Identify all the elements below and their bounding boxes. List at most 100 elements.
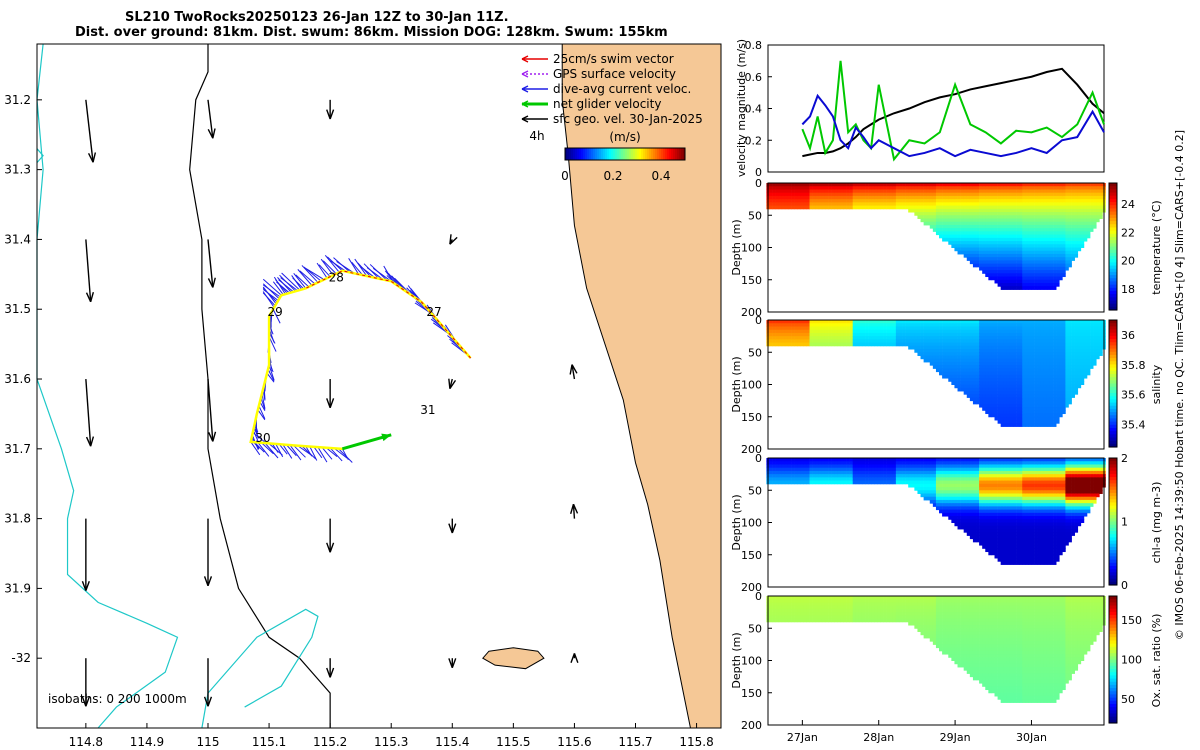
day-label: 29 xyxy=(268,305,283,319)
colorbar-tick: 0 xyxy=(561,169,569,183)
velocity-series-black xyxy=(802,67,1105,158)
colorbar-tick-label: 35.6 xyxy=(1121,389,1146,402)
vel-tick-label: 0.2 xyxy=(745,134,763,147)
y-tick-label: 31.5 xyxy=(4,302,31,316)
colorbar-label: temperature (°C) xyxy=(1150,200,1163,294)
depth-tick-label: 50 xyxy=(748,484,762,497)
colorbar-tick-label: 18 xyxy=(1121,283,1135,296)
y-tick-label: 31.2 xyxy=(4,93,31,107)
depth-tick-label: 200 xyxy=(741,306,762,319)
colorbar-tick: 0.2 xyxy=(603,169,622,183)
colorbar-tick: 0.4 xyxy=(651,169,670,183)
colorbar-tick-label: 2 xyxy=(1121,452,1128,465)
depth-tick-label: 0 xyxy=(755,177,762,190)
depth-ylabel: Depth (m) xyxy=(730,219,743,275)
depth-ylabel: Depth (m) xyxy=(730,494,743,550)
x-tick-label: 115.3 xyxy=(374,735,408,749)
y-tick-label: 31.6 xyxy=(4,372,31,386)
vel-tick-label: 0.8 xyxy=(745,39,763,52)
colorbar-tick-label: 24 xyxy=(1121,198,1135,211)
temperature-section: 0 50 100 150 200 Depth (m) 18 20 22 24 temperature… xyxy=(730,177,1163,319)
depth-tick-label: 200 xyxy=(741,581,762,594)
day-label: 28 xyxy=(329,270,344,284)
depth-tick-label: 100 xyxy=(741,517,762,530)
depth-tick-label: 150 xyxy=(741,274,762,287)
y-tick-label: 31.7 xyxy=(4,442,31,456)
x-tick-label: 115.5 xyxy=(496,735,530,749)
y-tick-label: 31.4 xyxy=(4,232,31,246)
depth-tick-label: 0 xyxy=(755,590,762,603)
depth-ylabel: Depth (m) xyxy=(730,356,743,412)
legend-scale-label: 4h xyxy=(529,129,544,143)
y-tick-label: 31.3 xyxy=(4,163,31,177)
colorbar-tick-label: 36 xyxy=(1121,329,1135,342)
colorbar-tick-label: 0 xyxy=(1121,579,1128,592)
section-colorbar-frame xyxy=(1108,595,1118,724)
section-frame xyxy=(767,319,1105,450)
legend-label: 25cm/s swim vector xyxy=(553,52,674,66)
section-bg xyxy=(768,320,1104,449)
depth-tick-label: 200 xyxy=(741,443,762,456)
isobath-note: isobaths: 0 200 1000m xyxy=(48,692,187,706)
colorbar-tick-label: 22 xyxy=(1121,226,1135,239)
legend-label: GPS surface velocity xyxy=(553,67,676,81)
depth-tick-label: 150 xyxy=(741,549,762,562)
day-label: 31 xyxy=(420,403,435,417)
colorbar-label: salinity xyxy=(1150,364,1163,404)
side-note: © IMOS 06-Feb-2025 14:39:50 Hobart time.… xyxy=(1173,130,1186,640)
vel-tick-label: 0.6 xyxy=(745,71,763,84)
x-tick-label: 114.9 xyxy=(130,735,164,749)
section-bg xyxy=(768,596,1104,725)
depth-tick-label: 50 xyxy=(748,622,762,635)
x-tick-label: 115.7 xyxy=(618,735,652,749)
velocity-series-green xyxy=(801,60,1105,162)
y-tick-label: -32 xyxy=(11,651,31,665)
colorbar-title: (m/s) xyxy=(609,130,640,144)
section-frame xyxy=(767,595,1105,726)
colorbar-tick-label: 20 xyxy=(1121,255,1135,268)
x-tick-label: 115.4 xyxy=(435,735,469,749)
legend-label: net glider velocity xyxy=(553,97,661,111)
x-tick-label: 115.8 xyxy=(679,735,713,749)
colorbar-tick-label: 1 xyxy=(1121,516,1128,529)
vel-tick-label: 0.4 xyxy=(745,103,763,116)
y-tick-label: 31.9 xyxy=(4,581,31,595)
x-tick-label: 115.6 xyxy=(557,735,591,749)
depth-ylabel: Depth (m) xyxy=(730,632,743,688)
velocity-panel xyxy=(767,44,1105,173)
colorbar-tick-label: 100 xyxy=(1121,654,1142,667)
depth-tick-label: 0 xyxy=(755,314,762,327)
colorbar-tick-label: 35.8 xyxy=(1121,359,1146,372)
x-tick-label: 115.1 xyxy=(252,735,286,749)
section-frame xyxy=(767,457,1105,588)
x-tick-label: 115 xyxy=(197,735,220,749)
salinity-section: 0 50 100 150 200 Depth (m) 35.4 35.6 35.8 36 salin… xyxy=(730,314,1163,456)
colorbar-tick-label: 50 xyxy=(1121,693,1135,706)
depth-tick-label: 100 xyxy=(741,242,762,255)
depth-tick-label: 150 xyxy=(741,411,762,424)
map-colorbar xyxy=(564,147,686,161)
depth-tick-label: 0 xyxy=(755,452,762,465)
time-tick-label: 30Jan xyxy=(1016,731,1047,744)
section-colorbar-frame xyxy=(1108,319,1118,448)
velocity-ylabel: velocity magnitude (m/s) xyxy=(735,39,748,177)
depth-tick-label: 200 xyxy=(741,719,762,732)
colorbar-tick-label: 35.4 xyxy=(1121,419,1146,432)
section-bg xyxy=(768,458,1104,587)
section-bg xyxy=(768,183,1104,312)
colorbar-tick-label: 150 xyxy=(1121,614,1142,627)
section-colorbar-frame xyxy=(1108,457,1118,586)
y-tick-label: 31.8 xyxy=(4,512,31,526)
velocity-series-blue xyxy=(801,93,1105,158)
depth-tick-label: 50 xyxy=(748,209,762,222)
oxygen-section: 0 50 100 150 200 Depth (m) 50 100 150 Ox. sat. ra… xyxy=(730,590,1163,732)
time-tick-label: 29Jan xyxy=(940,731,971,744)
section-colorbar-frame xyxy=(1108,182,1118,311)
x-tick-label: 114.8 xyxy=(69,735,103,749)
vel-tick-label: 0 xyxy=(755,166,762,179)
x-tick-label: 115.2 xyxy=(313,735,347,749)
chla-section: 0 50 100 150 200 Depth (m) 0 1 2 chl-a (mg m-3) xyxy=(730,452,1163,594)
day-label: 27 xyxy=(426,305,441,319)
colorbar-label: Ox. sat. ratio (%) xyxy=(1150,614,1163,708)
legend-label: dive-avg current veloc. xyxy=(553,82,691,96)
